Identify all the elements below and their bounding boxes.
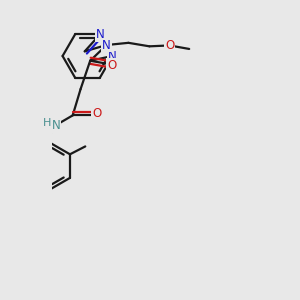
Text: N: N (102, 38, 111, 52)
Text: N: N (96, 28, 104, 41)
Text: N: N (52, 119, 61, 132)
Text: N: N (108, 50, 117, 62)
Text: O: O (165, 39, 174, 52)
Text: H: H (43, 118, 52, 128)
Text: O: O (107, 59, 116, 72)
Text: O: O (92, 107, 101, 120)
